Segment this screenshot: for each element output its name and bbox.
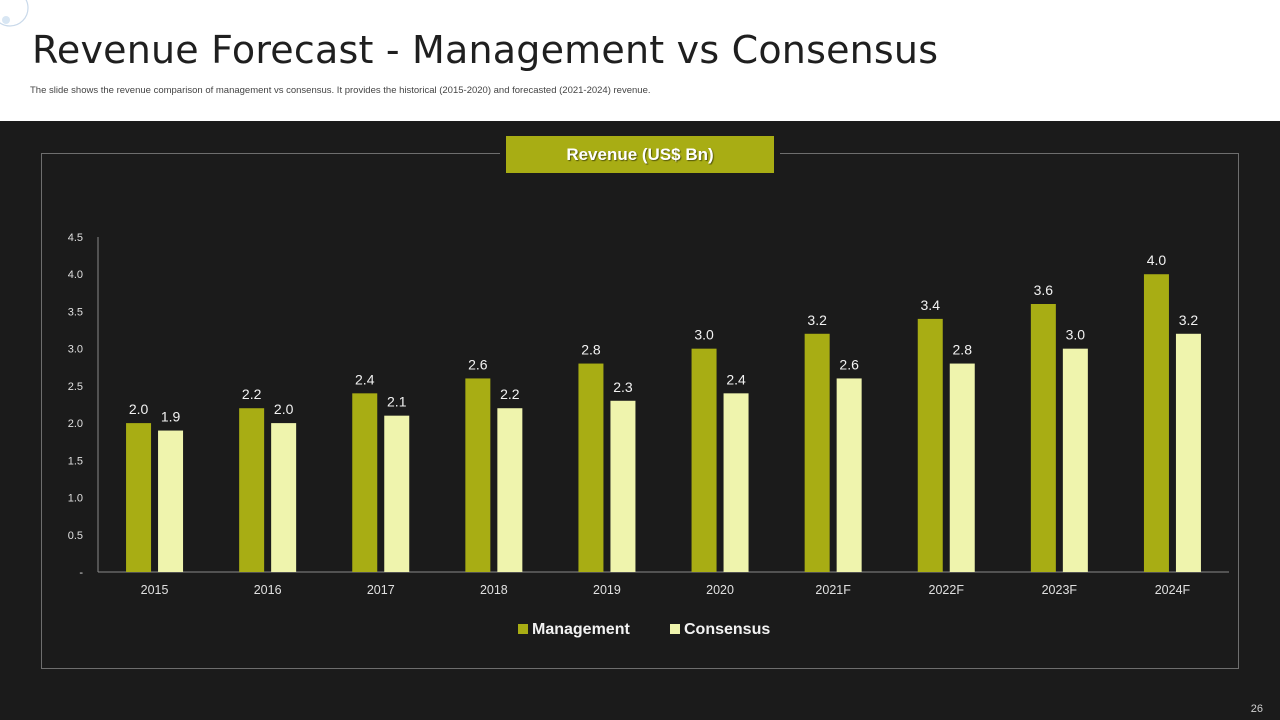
bar-management (917, 318, 943, 572)
data-label-consensus: 2.3 (613, 379, 633, 395)
x-tick-label: 2024F (1155, 583, 1191, 597)
page-subtitle: The slide shows the revenue comparison o… (30, 85, 651, 96)
y-tick-label: 1.0 (68, 493, 83, 505)
data-label-consensus: 3.2 (1179, 312, 1199, 328)
bar-management (804, 333, 830, 572)
page-title: Revenue Forecast - Management vs Consens… (32, 28, 939, 72)
data-label-management: 2.0 (129, 401, 149, 417)
bar-management (691, 348, 717, 572)
x-tick-label: 2017 (367, 583, 395, 597)
y-tick-label: - (79, 567, 83, 579)
bar-consensus (949, 363, 975, 572)
bar-management (1030, 304, 1056, 572)
data-label-consensus: 2.6 (839, 356, 859, 372)
y-tick-label: 2.0 (68, 418, 83, 430)
bar-management (465, 378, 491, 572)
data-label-management: 3.6 (1034, 282, 1054, 298)
bar-management (578, 363, 604, 572)
y-tick-label: 4.5 (68, 232, 83, 244)
data-label-consensus: 2.8 (953, 342, 973, 358)
data-label-consensus: 2.1 (387, 394, 407, 410)
bar-consensus (610, 400, 636, 572)
data-label-management: 2.6 (468, 356, 488, 372)
x-tick-label: 2021F (815, 583, 851, 597)
x-tick-label: 2019 (593, 583, 621, 597)
legend-label-management: Management (532, 621, 630, 638)
legend-swatch-consensus (670, 624, 680, 634)
data-label-management: 2.4 (355, 371, 375, 387)
data-label-consensus: 2.0 (274, 401, 294, 417)
y-tick-label: 1.5 (68, 455, 83, 467)
data-label-management: 2.8 (581, 342, 601, 358)
page-number: 26 (1250, 703, 1263, 715)
bar-management (126, 423, 152, 572)
x-tick-label: 2016 (254, 583, 282, 597)
data-label-consensus: 2.2 (500, 386, 520, 402)
data-label-management: 4.0 (1147, 252, 1167, 268)
y-tick-label: 0.5 (68, 530, 83, 542)
bar-management (239, 408, 265, 572)
y-tick-label: 4.0 (68, 269, 83, 281)
x-tick-label: 2020 (706, 583, 734, 597)
data-label-consensus: 3.0 (1066, 327, 1086, 343)
data-label-consensus: 2.4 (726, 371, 746, 387)
bar-consensus (497, 408, 523, 572)
bar-consensus (271, 423, 297, 572)
bar-consensus (158, 430, 184, 572)
bar-consensus (384, 415, 410, 572)
data-label-management: 3.0 (694, 327, 714, 343)
corner-decoration (0, 0, 29, 27)
bar-consensus (723, 393, 749, 572)
bar-management (1143, 274, 1169, 572)
x-tick-label: 2018 (480, 583, 508, 597)
y-tick-label: 2.5 (68, 381, 83, 393)
x-tick-label: 2023F (1042, 583, 1078, 597)
data-label-management: 3.2 (807, 312, 827, 328)
y-tick-label: 3.0 (68, 344, 83, 356)
data-label-management: 3.4 (921, 297, 941, 313)
bar-consensus (1175, 333, 1201, 572)
bar-consensus (836, 378, 862, 572)
data-label-management: 2.2 (242, 386, 262, 402)
x-tick-label: 2022F (929, 583, 965, 597)
legend-swatch-management (518, 624, 528, 634)
legend-label-consensus: Consensus (684, 621, 770, 638)
bar-consensus (1062, 348, 1088, 572)
y-tick-label: 3.5 (68, 306, 83, 318)
chart-title: Revenue (US$ Bn) (506, 136, 774, 173)
x-tick-label: 2015 (141, 583, 169, 597)
bar-management (352, 393, 378, 572)
data-label-consensus: 1.9 (161, 409, 181, 425)
